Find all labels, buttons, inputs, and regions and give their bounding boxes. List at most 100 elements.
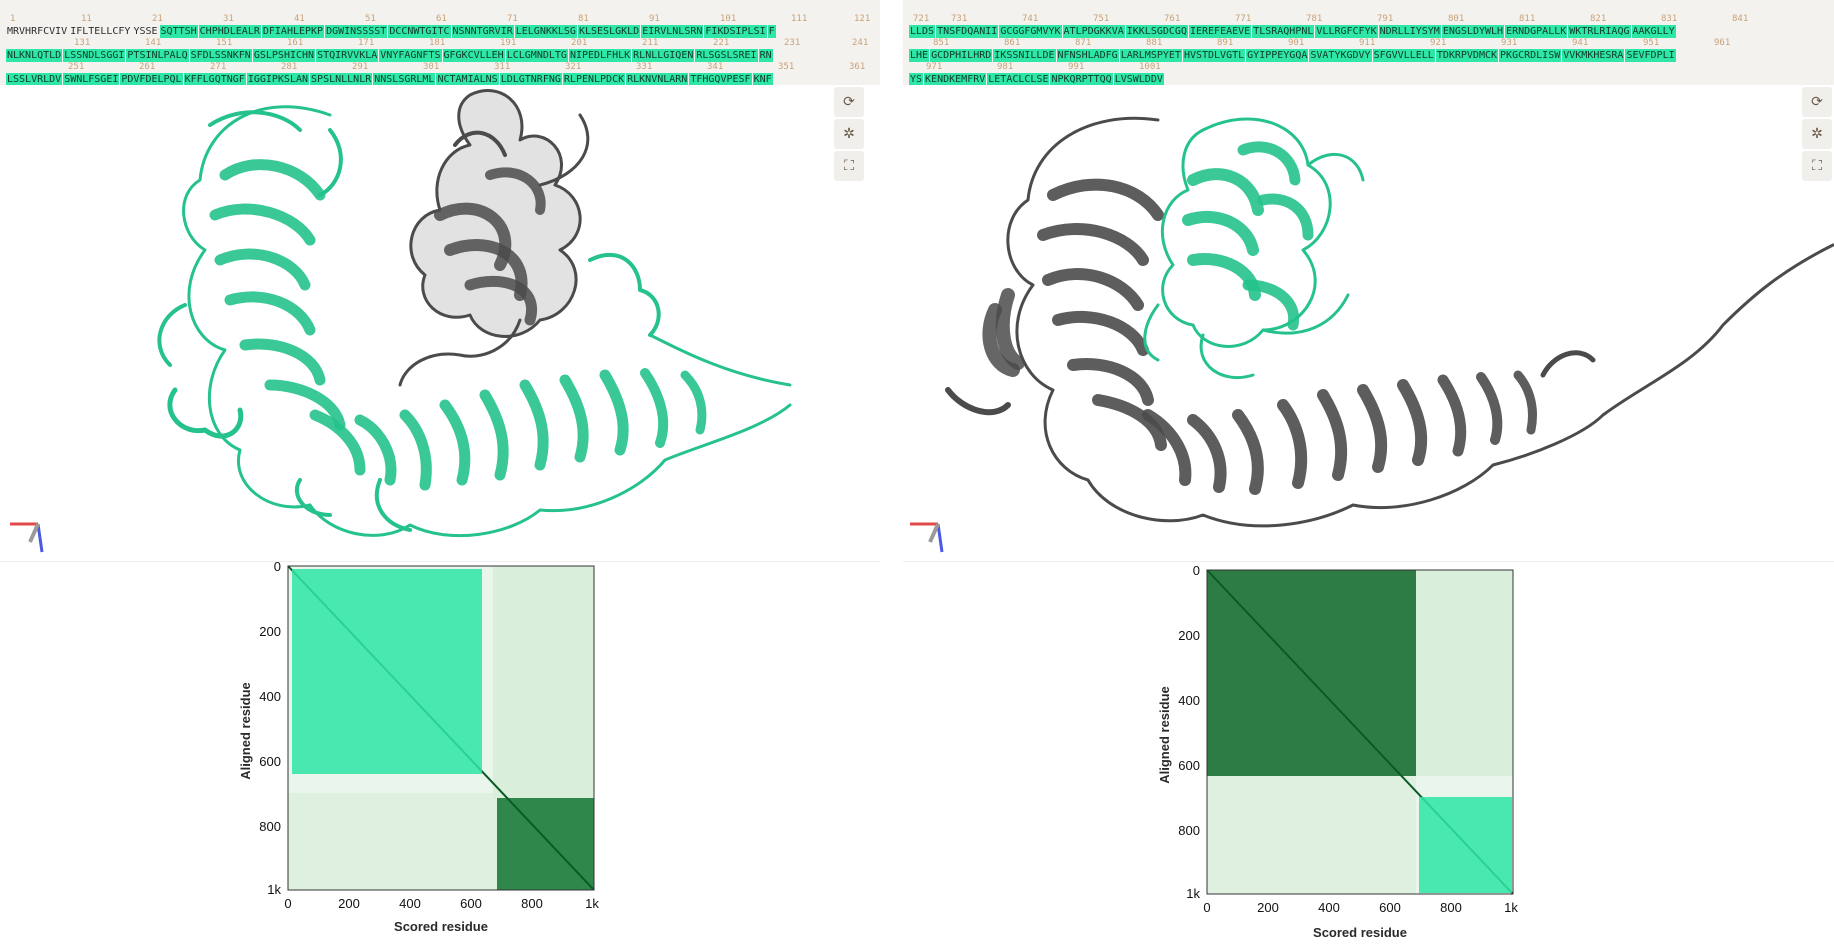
pae-selection-region[interactable] (292, 569, 482, 774)
sequence-chunk-selected[interactable]: LDLGTNRFNG (499, 73, 562, 85)
pae-plot[interactable]: 0 200 400 600 800 1k Aligned residue 0 2… (903, 561, 1834, 950)
x-axis-title: Scored residue (1313, 925, 1407, 940)
sequence-chunk-selected[interactable]: LELGNKKLSG (514, 25, 577, 38)
sequence-chunk-selected[interactable]: PDVFDELPQL (120, 73, 183, 85)
sequence-viewer[interactable]: 1 11 21 31 41 51 61 71 81 91 101 111 121… (0, 0, 880, 85)
sequence-chunk-selected[interactable]: LLDS (909, 25, 936, 38)
sequence-chunk-selected[interactable]: IKSSNILLDE (993, 49, 1056, 62)
sequence-chunk-selected[interactable]: LVSWLDDV (1113, 73, 1164, 85)
residue-number: 51 (365, 14, 376, 24)
sequence-chunk-selected[interactable]: STQIRVVKLA (316, 49, 379, 62)
sequence-chunk-selected[interactable]: DGWINSSSST (325, 25, 388, 38)
sequence-chunk-selected[interactable]: EIRVLNLSRN (641, 25, 704, 38)
sequence-chunk-selected[interactable]: IKKLSGDCGQ (1125, 25, 1188, 38)
center-view-button[interactable]: ✲ (834, 119, 864, 149)
sequence-chunk-selected[interactable]: ATLPDGKKVA (1062, 25, 1125, 38)
sequence-chunk-selected[interactable]: GCDPHILHRD (930, 49, 993, 62)
residue-number: 61 (436, 14, 447, 24)
sequence-chunk-selected[interactable]: RLNLLGIQEN (632, 49, 695, 62)
y-tick-label: 400 (1178, 693, 1200, 708)
sequence-chunk-selected[interactable]: GCGGFGMVYK (999, 25, 1062, 38)
sequence-chunk-selected[interactable]: NDRLLIYSYM (1378, 25, 1441, 38)
sequence-chunk-selected[interactable]: VVKMKHESRA (1562, 49, 1625, 62)
residue-number-line: 251 261 271 281 291 301 311 321 331 341 … (6, 62, 876, 72)
sequence-chunk-selected[interactable]: KLSESLGKLD (577, 25, 641, 38)
sequence-chunk-selected[interactable]: PKGCRDLISW (1499, 49, 1562, 62)
sequence-chunk-selected[interactable]: LHE (909, 49, 930, 62)
residue-number: 931 (1501, 38, 1518, 48)
sequence-chunk-selected[interactable]: SFDLSSNKFN (189, 49, 252, 62)
sequence-chunk-selected[interactable]: NNSLSGRLML (373, 73, 436, 85)
sequence-chunk-selected[interactable]: RLKNVNLARN (626, 73, 689, 85)
sequence-chunk-selected[interactable]: TNSFDQANII (936, 25, 999, 38)
sequence-chunk-selected[interactable]: ENGSLDYWLH (1441, 25, 1505, 38)
structure-3d-viewer[interactable]: ⟳ ✲ ⛶ (0, 85, 880, 562)
center-view-button[interactable]: ✲ (1802, 119, 1832, 149)
sequence-chunk-selected[interactable]: SEVFDPLI (1625, 49, 1676, 62)
sequence-chunk[interactable]: YSSE (133, 26, 158, 37)
sequence-chunk-selected[interactable]: TLSRAQHPNL (1252, 25, 1315, 38)
sequence-chunk-selected[interactable]: SFGVVLLELL (1372, 49, 1435, 62)
sequence-chunk-selected[interactable]: KFFLGQTNGF (183, 73, 246, 85)
sequence-chunk-selected[interactable]: VLLRGFCFYK (1315, 25, 1378, 38)
sequence-chunk-selected[interactable]: LSSNDLSGGI (63, 49, 126, 62)
sequence-chunk-selected[interactable]: SWNLFSGEI (63, 73, 120, 85)
sequence-chunk-selected[interactable]: GFGKCVLLEH (442, 49, 505, 62)
sequence-chunk-selected[interactable]: ERNDGPALLK (1505, 25, 1568, 38)
sequence-chunk-selected[interactable]: HVSTDLVGTL (1182, 49, 1246, 62)
sequence-chunk[interactable]: IFLTELLCFY (70, 26, 131, 37)
sequence-chunk-selected[interactable]: CHPHDLEALR (198, 25, 261, 38)
reset-view-button[interactable]: ⟳ (834, 87, 864, 117)
sequence-chunk-selected[interactable]: VNYFAGNFTS (379, 49, 442, 62)
sequence-chunk-selected[interactable]: SQTTSH (159, 25, 198, 38)
sequence-chunk-selected[interactable]: RLPENLPDCK (562, 73, 626, 85)
sequence-chunk-selected[interactable]: FIKDSIPLSI (704, 25, 767, 38)
sequence-chunk-selected[interactable]: WKTRLRIAQG (1568, 25, 1631, 38)
sequence-chunk-selected[interactable]: PTSINLPALQ (126, 49, 189, 62)
sequence-chunk[interactable]: MRVHRFCVIV (7, 26, 68, 37)
residue-number-line: 971 981 991 1001 (909, 62, 1830, 72)
sequence-chunk-selected[interactable]: DFIAHLEPKP (261, 25, 325, 38)
structure-render[interactable] (0, 85, 880, 561)
sequence-chunk-selected[interactable]: RN (758, 49, 773, 62)
pae-block-a (1207, 570, 1416, 776)
residue-number: 721 (913, 14, 930, 24)
pae-plot-svg[interactable]: 0 200 400 600 800 1k Aligned residue 0 2… (0, 561, 880, 950)
sequence-chunk-selected[interactable]: AAKGLLY (1631, 25, 1676, 38)
sequence-chunk-selected[interactable]: F (767, 25, 776, 38)
sequence-chunk-selected[interactable]: DCCNWTGITC (388, 25, 451, 38)
structure-render[interactable] (903, 85, 1834, 561)
sequence-chunk-selected[interactable]: LARLMSPYET (1119, 49, 1182, 62)
sequence-chunk-selected[interactable]: LCLGMNDLTG (505, 49, 568, 62)
sequence-chunk-selected[interactable]: NLKNLQTLD (6, 49, 63, 62)
sequence-chunk-selected[interactable]: YS (909, 73, 924, 85)
sequence-chunk-selected[interactable]: GYIPPEYGQA (1246, 49, 1309, 62)
sequence-chunk-selected[interactable]: LSSLVRLDV (6, 73, 63, 85)
residue-number: 341 (707, 62, 724, 72)
sequence-chunk-selected[interactable]: NFNSHLADFG (1056, 49, 1119, 62)
sequence-chunk-selected[interactable]: RLSGSLSREI (695, 49, 758, 62)
sequence-chunk-selected[interactable]: KNF (752, 73, 773, 85)
sequence-chunk-selected[interactable]: GSLPSHICHN (252, 49, 316, 62)
sequence-chunk-selected[interactable]: NPKQRPTTQQ (1050, 73, 1113, 85)
sequence-chunk-selected[interactable]: SPSLNLLNLR (310, 73, 373, 85)
sequence-chunk-selected[interactable]: NSNNTGRVIR (451, 25, 514, 38)
sequence-chunk-selected[interactable]: NIPEDLFHLK (568, 49, 632, 62)
fullscreen-button[interactable]: ⛶ (834, 151, 864, 181)
sequence-chunks: YS KENDKEMFRV LETACLCLSE NPKQRPTTQQ LVSWLDDV (909, 73, 1165, 85)
sequence-chunk-selected[interactable]: IEREFEAEVE (1188, 25, 1252, 38)
sequence-chunk-selected[interactable]: IGGIPKSLAN (246, 73, 310, 85)
sequence-chunk-selected[interactable]: KENDKEMFRV (924, 73, 987, 85)
structure-3d-viewer[interactable]: ⟳ ✲ ⛶ (903, 85, 1834, 562)
pae-plot-svg[interactable]: 0 200 400 600 800 1k Aligned residue 0 2… (903, 561, 1834, 950)
fullscreen-button[interactable]: ⛶ (1802, 151, 1832, 181)
sequence-chunk-selected[interactable]: NCTAMIALNS (436, 73, 499, 85)
pae-selection-region[interactable] (1419, 797, 1512, 893)
reset-view-button[interactable]: ⟳ (1802, 87, 1832, 117)
sequence-chunk-selected[interactable]: TFHGQVPESF (689, 73, 752, 85)
sequence-viewer[interactable]: 721 731 741 751 761 771 781 791 801 811 … (903, 0, 1834, 85)
pae-plot[interactable]: 0 200 400 600 800 1k Aligned residue 0 2… (0, 561, 880, 950)
sequence-chunk-selected[interactable]: TDKRPVDMCK (1435, 49, 1499, 62)
sequence-chunk-selected[interactable]: SVATYKGDVY (1309, 49, 1372, 62)
sequence-chunk-selected[interactable]: LETACLCLSE (987, 73, 1050, 85)
